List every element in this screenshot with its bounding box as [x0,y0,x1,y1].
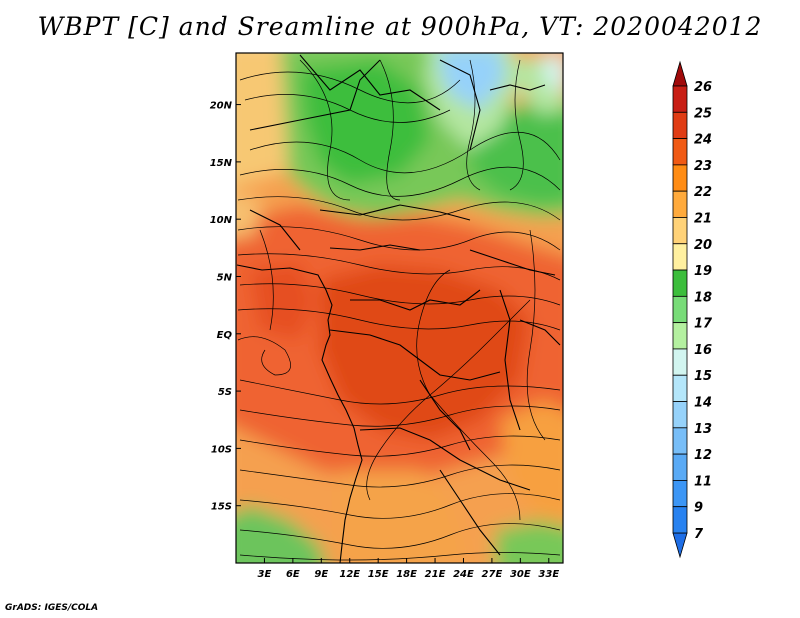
colorbar: 26 25 24 23 22 21 20 19 18 17 16 15 14 13 12 11 9 7 [672,60,713,559]
colorbar-swatch [672,295,688,324]
lat-tick-label: 10S [211,444,232,455]
country-borders [236,54,561,563]
colorbar-label: 19 [694,264,712,279]
colorbar-label: 9 [694,501,703,516]
colorbar-swatch [672,322,688,350]
colorbar-label: 11 [694,474,712,489]
colorbar-label: 23 [694,159,712,174]
lon-tick-label: 21E [425,569,446,580]
colorbar-swatch [672,348,688,376]
lat-tick-label: EQ [217,330,233,341]
lon-tick-label: 12E [339,569,360,580]
colorbar-label: 15 [694,369,712,384]
latitude-axis: 20N 15N 10N 5N EQ 5S 10S 15S [210,101,241,513]
lat-tick-label: 15S [211,502,232,513]
colorbar-label: 7 [694,527,704,542]
lat-tick-label: 20N [210,101,233,112]
lat-tick-label: 5N [217,272,233,283]
longitude-axis: 3E 6E 9E 12E 15E 18E 21E 24E 27E 30E 33E [258,558,559,580]
colorbar-swatch [672,217,688,245]
colorbar-label: 17 [694,317,713,332]
lat-tick-label: 10N [210,215,233,226]
lon-tick-label: 9E [314,569,328,580]
streamlines [237,59,561,561]
colorbar-swatch [672,164,688,192]
colorbar-swatch [672,85,688,113]
colorbar-swatch [672,269,688,297]
lon-tick-label: 18E [396,569,417,580]
lon-tick-label: 6E [286,569,300,580]
chart-title: WBPT [C] and Sreamline at 900hPa, VT: 20… [37,12,763,41]
colorbar-arrow-top [672,60,688,87]
colorbar-swatch [672,190,688,218]
colorbar-swatch [672,243,688,271]
colorbar-label: 20 [694,238,712,253]
colorbar-label: 13 [694,422,712,437]
lat-tick-label: 5S [218,387,232,398]
colorbar-swatch [672,480,688,508]
wbpt-field [236,53,563,563]
lon-tick-label: 27E [482,569,503,580]
colorbar-swatch [672,401,688,429]
colorbar-label: 14 [694,396,712,411]
colorbar-label: 12 [694,448,712,463]
colorbar-label: 21 [694,211,712,226]
grads-credit: GrADS: IGES/COLA [5,603,99,613]
lon-tick-label: 30E [510,569,531,580]
map-frame [235,52,564,564]
colorbar-label: 22 [694,185,712,200]
colorbar-swatch [672,111,688,139]
colorbar-swatch [672,427,688,455]
colorbar-label: 26 [694,80,712,95]
colorbar-swatch [672,506,688,534]
colorbar-label: 16 [694,343,712,358]
colorbar-label: 25 [694,106,712,121]
colorbar-swatch [672,138,688,166]
colorbar-swatch [672,453,688,481]
colorbar-swatch [672,374,688,402]
lon-tick-label: 3E [258,569,272,580]
colorbar-label: 24 [694,133,712,148]
lon-tick-label: 15E [368,569,389,580]
colorbar-label: 18 [694,290,712,305]
lon-tick-label: 33E [538,569,559,580]
colorbar-arrow-bottom [672,532,688,559]
lon-tick-label: 24E [453,569,474,580]
lat-tick-label: 15N [210,158,233,169]
